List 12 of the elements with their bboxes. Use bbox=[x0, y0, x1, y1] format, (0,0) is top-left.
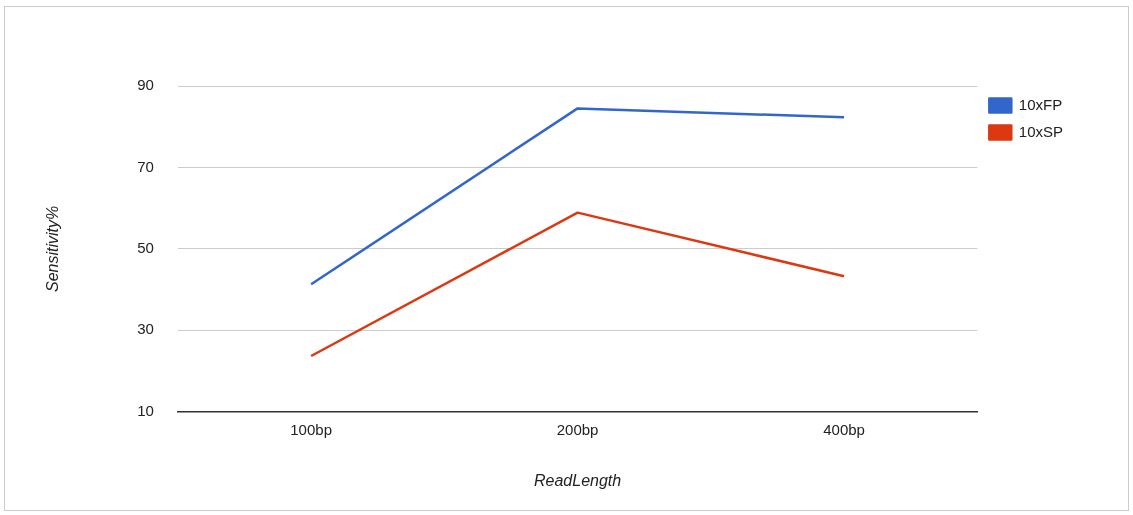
x-tick-label: 400bp bbox=[823, 420, 865, 438]
y-tick-label: 70 bbox=[137, 157, 154, 175]
x-tick-label: 200bp bbox=[556, 420, 599, 438]
y-tick-label: 50 bbox=[137, 239, 154, 257]
y-tick-label: 90 bbox=[137, 76, 154, 94]
y-tick-label: 30 bbox=[137, 320, 154, 338]
x-tick-label: 100bp bbox=[290, 420, 332, 438]
legend-label: 10xSP bbox=[1018, 122, 1064, 140]
y-axis-title: Sensitivity% bbox=[44, 205, 62, 293]
legend-label: 10xFP bbox=[1018, 95, 1063, 113]
x-axis-title: ReadLength bbox=[534, 471, 622, 489]
y-tick-label: 10 bbox=[137, 401, 154, 419]
